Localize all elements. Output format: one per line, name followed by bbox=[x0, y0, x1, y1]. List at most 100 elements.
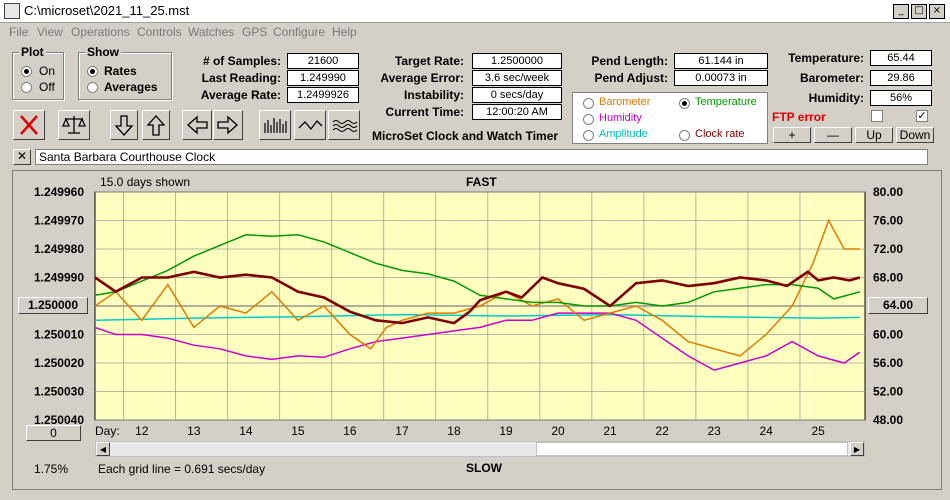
overlay-amplitude-radio[interactable] bbox=[583, 130, 594, 141]
up-button[interactable]: Up bbox=[855, 127, 893, 143]
menu-gps[interactable]: GPS bbox=[242, 25, 268, 39]
clock-name-field[interactable]: Santa Barbara Courthouse Clock bbox=[35, 149, 928, 165]
samples-value: 21600 bbox=[287, 53, 359, 69]
clear-clock-button[interactable]: ✕ bbox=[13, 149, 31, 165]
instability-value: 0 secs/day bbox=[472, 87, 562, 103]
current-time-value: 12:00:20 AM bbox=[472, 104, 562, 120]
y-right-tick-label: 72.00 bbox=[873, 242, 903, 256]
wave-icon bbox=[298, 120, 323, 131]
center-rate-button[interactable]: 1.250000 bbox=[18, 297, 88, 314]
plus-button[interactable]: + bbox=[773, 127, 811, 143]
scrollbar-thumb[interactable] bbox=[536, 442, 848, 456]
y-right-tick-label: 56.00 bbox=[873, 356, 903, 370]
y-left-tick-label: 1.249970 bbox=[34, 214, 84, 228]
overlay-barometer-radio[interactable] bbox=[583, 98, 594, 109]
x-tick-label: 17 bbox=[395, 424, 409, 438]
y-left-tick-label: 1.249990 bbox=[34, 271, 84, 285]
overlay-temperature-label: Temperature bbox=[695, 96, 757, 108]
maximize-button[interactable]: □ bbox=[911, 4, 927, 19]
app-icon bbox=[4, 3, 20, 19]
plot-off-radio[interactable] bbox=[21, 82, 32, 93]
humidity-value: 56% bbox=[870, 90, 932, 106]
ftp-checkbox-1[interactable] bbox=[871, 110, 883, 122]
stop-x-icon bbox=[20, 115, 38, 135]
y-left-tick-label: 1.250020 bbox=[34, 356, 84, 370]
axis-ticks: 1.249960 1.249970 1.249980 1.249990 1.250010… bbox=[34, 185, 903, 438]
time-scrollbar[interactable]: ◀ ▶ bbox=[95, 441, 865, 457]
zero-button[interactable]: 0 bbox=[26, 425, 81, 441]
series-line-clock-rate bbox=[94, 270, 861, 325]
menu-configure[interactable]: Configure bbox=[273, 25, 326, 39]
x-tick-label: 16 bbox=[343, 424, 357, 438]
pend-adjust-value: 0.00073 in bbox=[674, 70, 768, 86]
bars-view-button[interactable] bbox=[259, 110, 291, 140]
app-name-label: MicroSet Clock and Watch Timer bbox=[372, 129, 559, 143]
grid-note: Each grid line = 0.691 secs/day bbox=[98, 462, 266, 476]
series-line-temperature bbox=[94, 234, 860, 307]
menu-operations[interactable]: Operations bbox=[71, 25, 130, 39]
average-rate-label: Average Rate: bbox=[200, 88, 281, 102]
balance-button[interactable] bbox=[58, 110, 90, 140]
show-averages-radio[interactable] bbox=[87, 82, 98, 93]
instability-label: Instability: bbox=[403, 88, 464, 102]
plot-on-radio[interactable] bbox=[21, 66, 32, 77]
menu-view[interactable]: View bbox=[37, 25, 63, 39]
scroll-right-arrow-icon[interactable]: ▶ bbox=[850, 442, 864, 456]
y-right-tick-label: 80.00 bbox=[873, 185, 903, 199]
overlay-clockrate-radio[interactable] bbox=[679, 130, 690, 141]
show-averages-label: Averages bbox=[104, 80, 158, 94]
ftp-checkbox-2[interactable]: ✓ bbox=[916, 110, 928, 122]
overlay-amplitude-label: Amplitude bbox=[599, 128, 648, 140]
overlay-selector: Barometer Temperature Humidity Amplitude… bbox=[572, 92, 768, 144]
balance-scale-icon bbox=[62, 116, 86, 134]
show-rates-radio[interactable] bbox=[87, 66, 98, 77]
average-rate-value: 1.2499926 bbox=[287, 87, 359, 103]
x-tick-label: 12 bbox=[135, 424, 149, 438]
show-group: Show Rates Averages bbox=[78, 45, 172, 100]
arrow-up-icon bbox=[146, 115, 166, 136]
arrow-right-button[interactable] bbox=[213, 110, 243, 140]
x-tick-label: 23 bbox=[707, 424, 721, 438]
barometer-value: 29.86 bbox=[870, 70, 932, 86]
arrow-up-button[interactable] bbox=[142, 110, 170, 140]
arrow-left-button[interactable] bbox=[182, 110, 212, 140]
show-rates-label: Rates bbox=[104, 64, 137, 78]
noise-view-button[interactable] bbox=[328, 110, 360, 140]
y-left-tick-label: 1.249980 bbox=[34, 242, 84, 256]
arrow-down-button[interactable] bbox=[110, 110, 138, 140]
y-left-tick-label: 1.249960 bbox=[34, 185, 84, 199]
series-line-amplitude bbox=[94, 313, 860, 322]
fast-label: FAST bbox=[466, 175, 497, 189]
overlay-humidity-radio[interactable] bbox=[583, 114, 594, 125]
center-temp-button[interactable]: 64.00 bbox=[868, 297, 928, 314]
wave-view-button[interactable] bbox=[294, 110, 326, 140]
y-left-tick-label: 1.250010 bbox=[34, 328, 84, 342]
stop-button[interactable] bbox=[13, 110, 45, 140]
menu-help[interactable]: Help bbox=[332, 25, 357, 39]
pend-adjust-label: Pend Adjust: bbox=[594, 71, 668, 85]
close-window-button[interactable]: × bbox=[929, 4, 945, 19]
last-reading-value: 1.249990 bbox=[287, 70, 359, 86]
plot-on-label: On bbox=[39, 64, 56, 78]
menu-file[interactable]: File bbox=[9, 25, 29, 39]
average-error-value: 3.6 sec/week bbox=[472, 70, 562, 86]
minimize-button[interactable]: _ bbox=[893, 4, 909, 19]
menu-watches[interactable]: Watches bbox=[188, 25, 235, 39]
arrow-down-icon bbox=[114, 115, 134, 136]
window-title: C:\microset\2021_11_25.mst bbox=[24, 3, 190, 18]
y-right-tick-label: 76.00 bbox=[873, 214, 903, 228]
x-tick-label: 19 bbox=[499, 424, 513, 438]
arrow-right-icon bbox=[217, 115, 238, 135]
series-line-temperature-sensor-trace- bbox=[94, 218, 860, 357]
temperature-label: Temperature: bbox=[788, 51, 864, 65]
series-lines bbox=[94, 218, 861, 371]
overlay-clockrate-label: Clock rate bbox=[695, 128, 745, 140]
x-tick-label: 22 bbox=[655, 424, 669, 438]
menu-controls[interactable]: Controls bbox=[137, 25, 182, 39]
down-button[interactable]: Down bbox=[896, 127, 934, 143]
overlay-temperature-radio[interactable] bbox=[679, 98, 690, 109]
scroll-left-arrow-icon[interactable]: ◀ bbox=[96, 442, 110, 456]
series-line-humidity bbox=[94, 312, 861, 371]
minus-button[interactable]: — bbox=[814, 127, 852, 143]
